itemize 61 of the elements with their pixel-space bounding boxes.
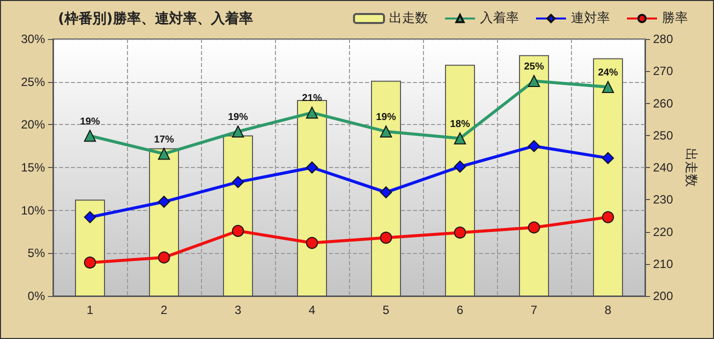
data-label: 18%	[450, 118, 470, 130]
point	[602, 211, 614, 224]
point	[528, 221, 540, 234]
point	[528, 140, 540, 152]
y2-axis-title: 出走数	[682, 148, 698, 187]
point	[306, 236, 318, 249]
point	[380, 126, 392, 138]
y2-tick-label: 200	[653, 289, 674, 303]
y2-tick-label: 250	[653, 128, 674, 142]
x-tick-label: 1	[86, 303, 94, 317]
point	[306, 106, 318, 119]
data-label: 24%	[598, 67, 618, 78]
data-label: 19%	[228, 112, 248, 124]
point	[602, 152, 614, 164]
point	[158, 251, 170, 264]
data-label: 19%	[376, 112, 396, 124]
point	[380, 186, 392, 198]
y2-tick-label: 270	[653, 64, 674, 78]
y2-tick-label: 220	[653, 224, 674, 239]
point	[232, 224, 244, 237]
point	[84, 256, 96, 269]
point	[454, 132, 466, 144]
x-tick-label: 6	[456, 303, 464, 317]
y-tick-label: 5%	[28, 246, 46, 260]
legend-label: 勝率	[662, 10, 688, 26]
x-tick-label: 8	[604, 303, 612, 317]
point	[232, 126, 244, 138]
y2-tick-label: 240	[653, 160, 674, 174]
point	[158, 148, 170, 160]
y2-tick-label: 230	[653, 192, 674, 207]
data-label: 19%	[80, 116, 100, 128]
point	[232, 176, 244, 188]
legend-label: 入着率	[480, 10, 519, 26]
point	[380, 232, 392, 244]
y-tick-label: 25%	[20, 74, 46, 89]
y2-tick-label: 280	[653, 32, 674, 46]
point	[84, 211, 96, 224]
y2-tick-label: 210	[653, 256, 674, 271]
y-tick-label: 30%	[20, 32, 46, 46]
point	[602, 80, 614, 93]
x-tick-label: 5	[382, 303, 390, 317]
legend-label: 連対率	[571, 10, 610, 26]
x-tick-label: 4	[308, 303, 316, 317]
point	[528, 74, 540, 87]
point	[454, 160, 466, 173]
x-tick-label: 3	[234, 303, 242, 317]
y-tick-label: 20%	[20, 118, 46, 132]
legend-label: 出走数	[389, 11, 428, 26]
chart-title: (枠番別)勝率、連対率、入着率	[58, 10, 253, 27]
point	[158, 196, 170, 208]
data-label: 25%	[524, 61, 544, 72]
x-tick-label: 2	[160, 303, 168, 317]
y2-tick-label: 260	[653, 96, 674, 110]
y-tick-label: 15%	[20, 160, 46, 174]
point	[84, 130, 96, 142]
y-tick-label: 10%	[20, 203, 46, 218]
x-tick-label: 7	[530, 303, 538, 317]
point	[306, 162, 318, 174]
point	[454, 226, 466, 239]
data-label: 17%	[154, 134, 174, 146]
y-tick-label: 0%	[28, 289, 46, 303]
